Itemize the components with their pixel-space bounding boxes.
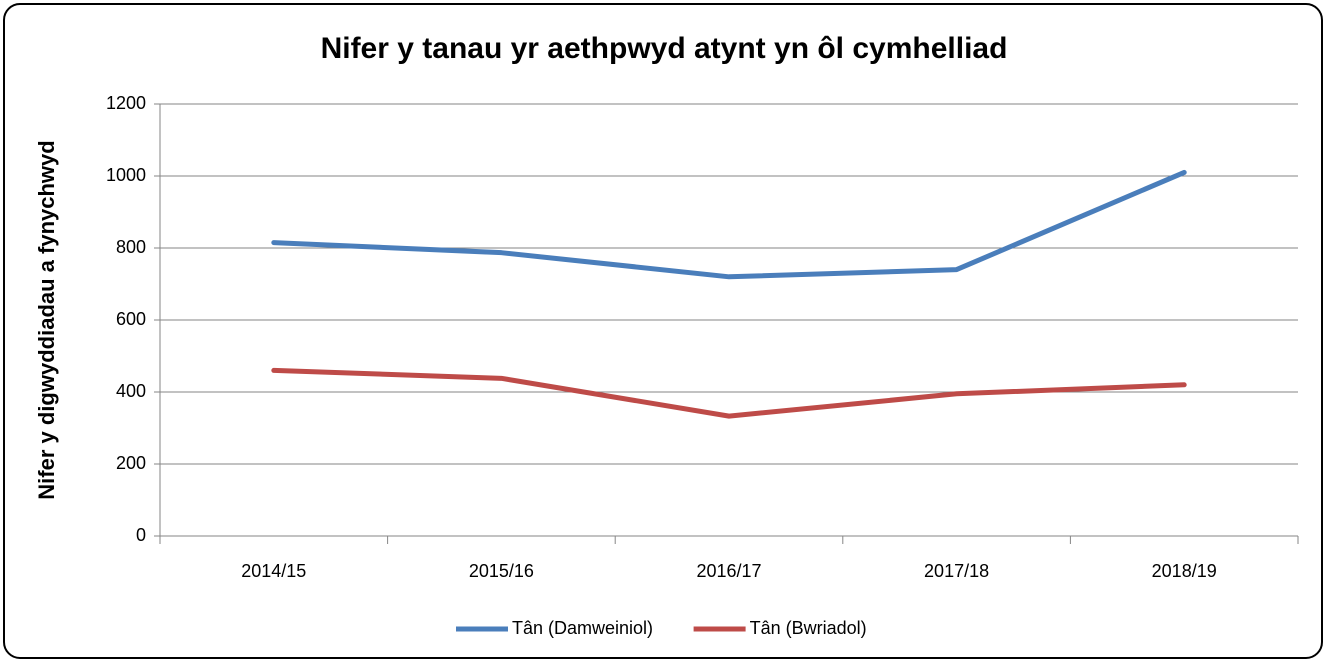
series-line bbox=[271, 169, 1187, 280]
y-tick-label: 400 bbox=[116, 381, 146, 401]
series-line bbox=[271, 367, 1187, 419]
chart-border bbox=[3, 3, 1323, 659]
legend-label: Tân (Bwriadol) bbox=[750, 618, 867, 638]
y-tick-label: 1200 bbox=[106, 93, 146, 113]
x-tick-label: 2015/16 bbox=[469, 561, 534, 581]
y-tick-label: 600 bbox=[116, 309, 146, 329]
y-tick-label: 0 bbox=[136, 525, 146, 545]
y-tick-label: 200 bbox=[116, 453, 146, 473]
legend-label: Tân (Damweiniol) bbox=[512, 618, 653, 638]
x-tick-label: 2018/19 bbox=[1152, 561, 1217, 581]
y-axis-label: Nifer y digwyddiadau a fynychwyd bbox=[34, 140, 59, 499]
x-tick-label: 2017/18 bbox=[924, 561, 989, 581]
x-tick-label: 2016/17 bbox=[696, 561, 761, 581]
y-tick-label: 800 bbox=[116, 237, 146, 257]
chart-title: Nifer y tanau yr aethpwyd atynt yn ôl cy… bbox=[321, 32, 1008, 65]
x-tick-label: 2014/15 bbox=[241, 561, 306, 581]
y-tick-label: 1000 bbox=[106, 165, 146, 185]
